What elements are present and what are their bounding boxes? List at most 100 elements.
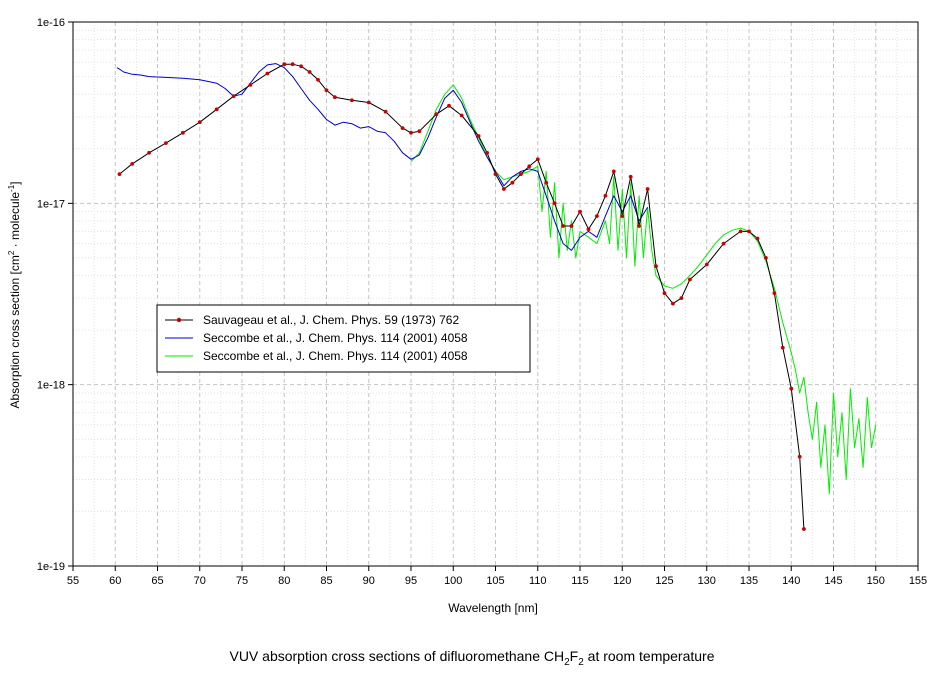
- data-point: [147, 150, 152, 155]
- series-sauvageau-line: [119, 63, 805, 530]
- x-tick-label: 70: [194, 575, 206, 587]
- legend-entry-seccombe-blue: Seccombe et al., J. Chem. Phys. 114 (200…: [165, 331, 468, 345]
- data-point: [324, 88, 329, 93]
- data-point: [307, 70, 312, 74]
- caption-part2: F: [569, 648, 579, 664]
- data-point: [747, 229, 751, 234]
- data-point: [434, 112, 439, 117]
- y-tick-label: 1e-17: [37, 198, 65, 210]
- legend-entry-seccombe-green: Seccombe et al., J. Chem. Phys. 114 (200…: [165, 349, 468, 363]
- y-axis-label-part2: · molecule: [8, 192, 22, 251]
- data-point: [409, 130, 413, 135]
- data-point: [417, 129, 422, 134]
- legend-label-sauvageau: Sauvageau et al., J. Chem. Phys. 59 (197…: [203, 313, 459, 327]
- caption-sub1: 2: [564, 656, 570, 668]
- x-tick-label: 55: [67, 575, 79, 587]
- series-seccombe-blue: [116, 63, 649, 251]
- y-axis-label-sup2: -1: [7, 184, 16, 192]
- data-point: [772, 291, 777, 295]
- data-point: [569, 224, 574, 228]
- x-tick-label: 75: [236, 575, 248, 587]
- data-point: [366, 100, 371, 105]
- data-point: [603, 193, 608, 198]
- data-point: [544, 180, 549, 185]
- data-point: [485, 150, 489, 155]
- absorption-chart: 55 60 65 70 75 80 85 90 95 100 105 110 115 120 125 130 1…: [7, 17, 927, 615]
- data-point: [755, 236, 760, 241]
- data-point: [231, 94, 236, 99]
- data-point: [476, 134, 481, 138]
- series-layer: [116, 62, 877, 531]
- data-point: [350, 98, 354, 103]
- x-tick-label: 120: [613, 575, 631, 587]
- data-point: [578, 209, 582, 214]
- data-point: [637, 224, 641, 228]
- axis-ticks: 55 60 65 70 75 80 85 90 95 100 105 110 115 120 125 130 1…: [37, 17, 927, 587]
- legend-label-seccombe-green: Seccombe et al., J. Chem. Phys. 114 (200…: [203, 349, 468, 363]
- data-point: [117, 172, 122, 177]
- x-tick-label: 130: [698, 575, 716, 587]
- x-tick-label: 85: [320, 575, 332, 587]
- data-point: [645, 187, 650, 191]
- x-tick-label: 140: [782, 575, 800, 587]
- x-tick-label: 60: [109, 575, 121, 587]
- data-point: [197, 120, 202, 125]
- data-point: [628, 174, 633, 179]
- x-tick-label: 110: [529, 575, 547, 587]
- legend-box: [156, 304, 531, 373]
- x-tick-label: 90: [363, 575, 375, 587]
- data-point: [181, 130, 185, 135]
- x-tick-label: 115: [571, 575, 589, 587]
- data-point: [527, 164, 532, 169]
- data-point: [654, 264, 658, 269]
- data-point: [282, 62, 287, 67]
- legend-marker-sauvageau: [176, 317, 182, 323]
- data-point: [510, 180, 515, 185]
- x-tick-label: 65: [151, 575, 163, 587]
- y-tick-label: 1e-16: [37, 17, 65, 29]
- y-axis-label-part3: ]: [8, 181, 22, 184]
- data-point: [290, 62, 295, 67]
- x-tick-label: 105: [486, 575, 504, 587]
- x-tick-label: 135: [740, 575, 758, 587]
- data-point: [493, 172, 498, 177]
- data-point: [333, 95, 337, 100]
- data-point: [802, 527, 806, 531]
- data-point: [265, 71, 270, 76]
- y-axis-label-part1: Absorption cross section [cm: [8, 255, 22, 408]
- data-point: [299, 64, 303, 69]
- data-point: [789, 386, 794, 391]
- data-point: [679, 296, 684, 300]
- data-point: [764, 256, 768, 260]
- data-point: [780, 345, 785, 350]
- data-point: [502, 187, 506, 191]
- y-axis-label: Absorption cross section [cm2 · molecule…: [7, 181, 22, 408]
- x-tick-label: 80: [278, 575, 290, 587]
- grid: [72, 21, 919, 567]
- data-point: [130, 162, 135, 166]
- series-seccombe-blue-line: [116, 63, 649, 251]
- x-tick-label: 100: [444, 575, 462, 587]
- x-axis-label: Wavelength [nm]: [448, 601, 538, 615]
- y-tick-label: 1e-18: [37, 380, 65, 392]
- x-tick-label: 150: [867, 575, 885, 587]
- x-tick-label: 155: [909, 575, 927, 587]
- caption-sub2: 2: [578, 656, 584, 668]
- data-point: [688, 277, 692, 282]
- data-point: [383, 109, 388, 114]
- x-tick-label: 95: [405, 575, 417, 587]
- data-point: [797, 454, 802, 459]
- series-sauvageau: [117, 62, 806, 531]
- data-point: [738, 229, 743, 234]
- data-point: [519, 172, 523, 177]
- data-point: [447, 103, 451, 108]
- data-point: [620, 214, 625, 219]
- data-point: [248, 83, 253, 87]
- y-axis-label-sup1: 2: [7, 250, 16, 255]
- data-point: [552, 201, 557, 206]
- data-point: [586, 227, 591, 232]
- data-point: [459, 113, 464, 118]
- data-point: [214, 107, 219, 112]
- data-point: [400, 126, 405, 130]
- data-point: [721, 241, 726, 246]
